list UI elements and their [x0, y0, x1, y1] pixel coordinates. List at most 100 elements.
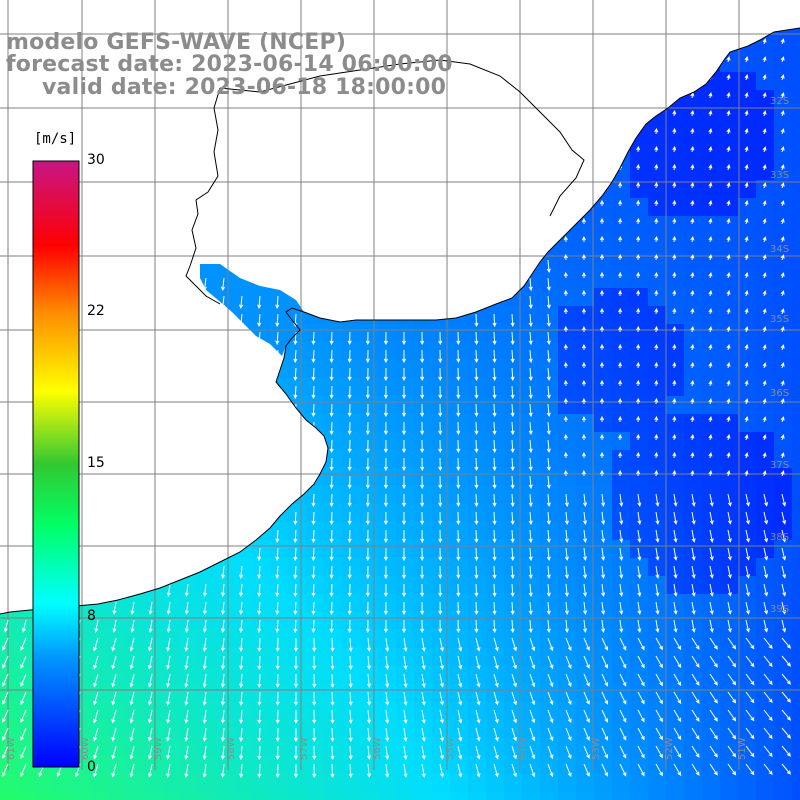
wind-arrow — [564, 601, 569, 615]
field-cell — [540, 414, 559, 433]
wind-arrow — [636, 253, 641, 261]
wind-arrow — [365, 547, 370, 562]
field-cell — [162, 720, 181, 739]
field-cell — [792, 522, 800, 541]
wind-arrow — [421, 745, 426, 760]
field-cell — [468, 666, 487, 685]
wind-arrow — [763, 637, 773, 650]
field-cell — [450, 774, 469, 793]
field-cell — [702, 198, 721, 217]
field-cell — [270, 630, 289, 649]
wind-arrow — [311, 565, 316, 580]
field-cell — [702, 324, 721, 343]
field-cell — [522, 774, 541, 793]
wind-arrow — [111, 655, 117, 670]
wind-arrow — [564, 529, 569, 543]
wind-arrow — [708, 290, 713, 297]
wind-arrow — [474, 439, 479, 454]
field-cell — [486, 378, 505, 397]
wind-arrow — [619, 529, 624, 543]
wind-arrow — [546, 349, 551, 363]
wind-arrow — [420, 547, 425, 562]
field-cell — [378, 324, 397, 343]
wind-arrow — [599, 199, 605, 206]
field-cell — [396, 756, 415, 775]
field-cell — [18, 648, 37, 667]
wind-arrow — [781, 511, 787, 525]
wind-arrow — [709, 583, 714, 597]
field-cell — [270, 774, 289, 793]
wind-arrow — [546, 619, 551, 633]
field-cell — [468, 738, 487, 757]
field-cell — [558, 666, 577, 685]
wind-arrow — [93, 637, 99, 652]
field-cell — [666, 558, 685, 577]
wind-arrow — [563, 361, 568, 369]
wind-arrow — [474, 529, 479, 544]
field-cell — [792, 684, 800, 703]
wind-arrow — [493, 655, 499, 670]
field-cell — [342, 342, 361, 361]
field-cell — [306, 486, 325, 505]
wind-arrow — [637, 511, 642, 525]
field-cell — [486, 702, 505, 721]
wind-arrow — [383, 439, 388, 454]
field-cell — [648, 504, 667, 523]
wind-arrow — [673, 565, 678, 579]
field-cell — [234, 792, 253, 800]
field-cell — [738, 396, 757, 415]
field-cell — [324, 612, 343, 631]
field-cell — [612, 306, 631, 325]
field-cell — [144, 630, 163, 649]
field-cell — [198, 666, 217, 685]
field-cell — [144, 612, 163, 631]
field-cell — [612, 594, 631, 613]
field-cell — [630, 558, 649, 577]
field-cell — [360, 414, 379, 433]
wind-arrow — [655, 493, 660, 507]
field-cell — [288, 630, 307, 649]
field-cell — [792, 144, 800, 163]
wind-arrow — [780, 344, 785, 351]
wind-arrow — [329, 349, 334, 364]
wind-arrow — [690, 308, 695, 315]
wind-arrow — [348, 655, 353, 671]
wind-arrow — [636, 235, 641, 243]
wind-arrow — [329, 601, 334, 616]
wind-arrow — [690, 434, 695, 441]
field-cell — [234, 684, 253, 703]
field-cell — [414, 540, 433, 559]
wind-arrow — [202, 583, 207, 597]
wind-arrow — [763, 529, 769, 543]
field-cell — [648, 378, 667, 397]
wind-arrow — [546, 511, 551, 525]
field-cell — [756, 522, 775, 541]
field-cell — [792, 630, 800, 649]
wind-arrow — [528, 475, 533, 490]
wind-arrow — [421, 691, 426, 706]
field-cell — [576, 756, 595, 775]
wind-arrow — [493, 691, 499, 706]
field-cell — [432, 702, 451, 721]
wind-arrow — [492, 385, 497, 400]
field-cell — [288, 684, 307, 703]
field-cell — [792, 648, 800, 667]
field-cell — [792, 666, 800, 685]
wind-arrow — [365, 565, 370, 580]
field-cell — [270, 558, 289, 577]
field-cell — [0, 648, 19, 667]
field-cell — [558, 270, 577, 289]
field-cell — [486, 522, 505, 541]
field-cell — [270, 720, 289, 739]
field-cell — [774, 486, 793, 505]
field-cell — [720, 540, 739, 559]
wind-arrow — [147, 709, 153, 724]
wind-arrow — [618, 181, 623, 189]
wind-arrow — [457, 691, 463, 706]
field-cell — [738, 216, 757, 235]
field-cell — [450, 432, 469, 451]
field-cell — [792, 792, 800, 800]
field-cell — [18, 630, 37, 649]
wind-arrow — [510, 367, 515, 382]
wind-arrow — [780, 200, 785, 207]
